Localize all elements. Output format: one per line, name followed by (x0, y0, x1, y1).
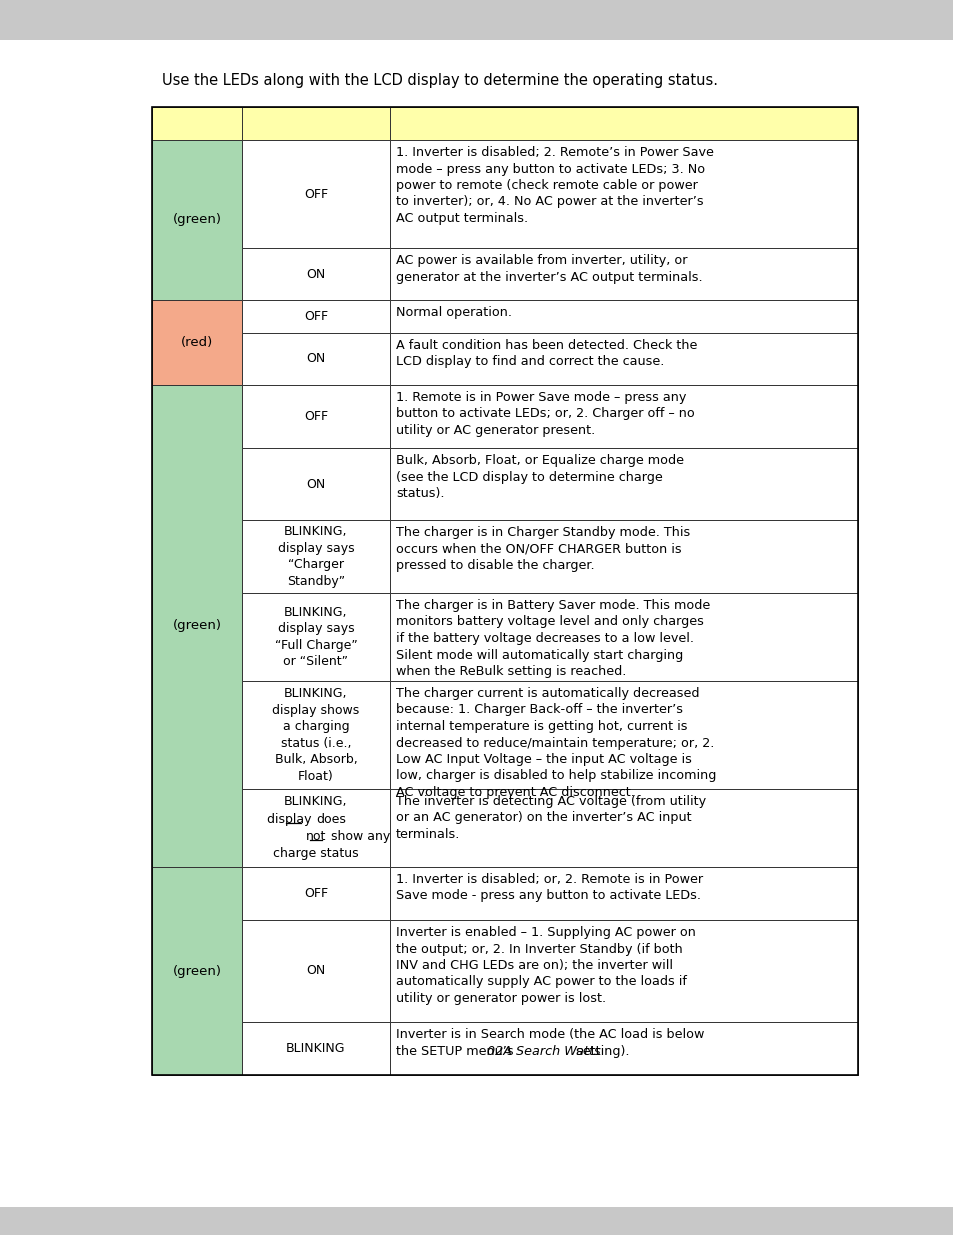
Text: ON: ON (306, 965, 325, 977)
Bar (390, 385, 857, 448)
Text: The charger current is automatically decreased
because: 1. Charger Back-off – th: The charger current is automatically dec… (395, 687, 716, 799)
Text: OFF: OFF (304, 188, 328, 200)
Bar (242, 385, 390, 448)
Bar (390, 920, 857, 1023)
Bar (242, 593, 390, 680)
Text: AC power is available from inverter, utility, or
generator at the inverter’s AC : AC power is available from inverter, uti… (395, 254, 702, 284)
Bar (390, 107, 857, 140)
Bar (242, 140, 390, 248)
Text: ON: ON (306, 478, 325, 490)
Text: Normal operation.: Normal operation. (395, 306, 512, 319)
Bar (390, 140, 857, 248)
Text: OFF: OFF (304, 310, 328, 324)
Bar (242, 107, 390, 140)
Text: 1. Remote is in Power Save mode – press any
button to activate LEDs; or, 2. Char: 1. Remote is in Power Save mode – press … (395, 391, 694, 437)
Text: OFF: OFF (304, 887, 328, 900)
Text: The charger is in Battery Saver mode. This mode
monitors battery voltage level a: The charger is in Battery Saver mode. Th… (395, 599, 709, 678)
Bar (242, 248, 390, 300)
Bar (390, 867, 857, 920)
Text: A fault condition has been detected. Check the
LCD display to find and correct t: A fault condition has been detected. Che… (395, 338, 697, 368)
Bar (242, 300, 390, 333)
Text: charge status: charge status (273, 847, 358, 861)
Bar (390, 680, 857, 789)
Bar (242, 333, 390, 385)
Bar (390, 520, 857, 593)
Text: 02A Search Watts: 02A Search Watts (486, 1045, 599, 1058)
Text: BLINKING,: BLINKING, (284, 795, 348, 809)
Text: (green): (green) (172, 965, 221, 977)
Text: BLINKING,
display says
“Charger
Standby”: BLINKING, display says “Charger Standby” (277, 525, 354, 588)
Text: The inverter is detecting AC voltage (from utility
or an AC generator) on the in: The inverter is detecting AC voltage (fr… (395, 795, 705, 841)
Text: the SETUP menu’s: the SETUP menu’s (395, 1045, 517, 1058)
Bar (390, 789, 857, 867)
Bar (152, 300, 242, 385)
Bar (390, 448, 857, 520)
Text: Inverter is enabled – 1. Supplying AC power on
the output; or, 2. In Inverter St: Inverter is enabled – 1. Supplying AC po… (395, 926, 695, 1005)
Text: Bulk, Absorb, Float, or Equalize charge mode
(see the LCD display to determine c: Bulk, Absorb, Float, or Equalize charge … (395, 454, 683, 500)
Text: setting).: setting). (572, 1045, 629, 1058)
Bar (390, 1023, 857, 1074)
Bar (152, 140, 242, 300)
Text: not: not (306, 830, 326, 844)
Text: Inverter is in Search mode (the AC load is below: Inverter is in Search mode (the AC load … (395, 1028, 703, 1041)
Text: (green): (green) (172, 620, 221, 632)
Bar (390, 248, 857, 300)
Text: OFF: OFF (304, 410, 328, 424)
Text: Use the LEDs along with the LCD display to determine the operating status.: Use the LEDs along with the LCD display … (162, 73, 718, 88)
Bar (242, 789, 390, 867)
Bar (390, 593, 857, 680)
Text: ON: ON (306, 352, 325, 366)
Bar (242, 680, 390, 789)
Text: (red): (red) (181, 336, 213, 350)
Bar (152, 107, 242, 140)
Bar (0, 0, 953, 40)
Text: 1. Inverter is disabled; or, 2. Remote is in Power
Save mode - press any button : 1. Inverter is disabled; or, 2. Remote i… (395, 873, 702, 903)
Text: show any: show any (327, 830, 390, 844)
Text: BLINKING,
display shows
a charging
status (i.e.,
Bulk, Absorb,
Float): BLINKING, display shows a charging statu… (273, 687, 359, 783)
Text: display: display (267, 813, 315, 826)
Bar (242, 448, 390, 520)
Text: does: does (315, 813, 346, 826)
Text: The charger is in Charger Standby mode. This
occurs when the ON/OFF CHARGER butt: The charger is in Charger Standby mode. … (395, 526, 690, 572)
Text: BLINKING,
display says
“Full Charge”
or “Silent”: BLINKING, display says “Full Charge” or … (274, 605, 357, 668)
Text: 1. Inverter is disabled; 2. Remote’s in Power Save
mode – press any button to ac: 1. Inverter is disabled; 2. Remote’s in … (395, 146, 713, 225)
Bar (152, 385, 242, 867)
Text: BLINKING: BLINKING (286, 1042, 345, 1055)
Bar (152, 867, 242, 1074)
Bar (242, 1023, 390, 1074)
Bar (0, 1207, 953, 1235)
Text: ON: ON (306, 268, 325, 280)
Bar (152, 107, 857, 1074)
Bar (242, 920, 390, 1023)
Bar (242, 520, 390, 593)
Bar (390, 300, 857, 333)
Text: (green): (green) (172, 214, 221, 226)
Bar (242, 867, 390, 920)
Bar (390, 333, 857, 385)
